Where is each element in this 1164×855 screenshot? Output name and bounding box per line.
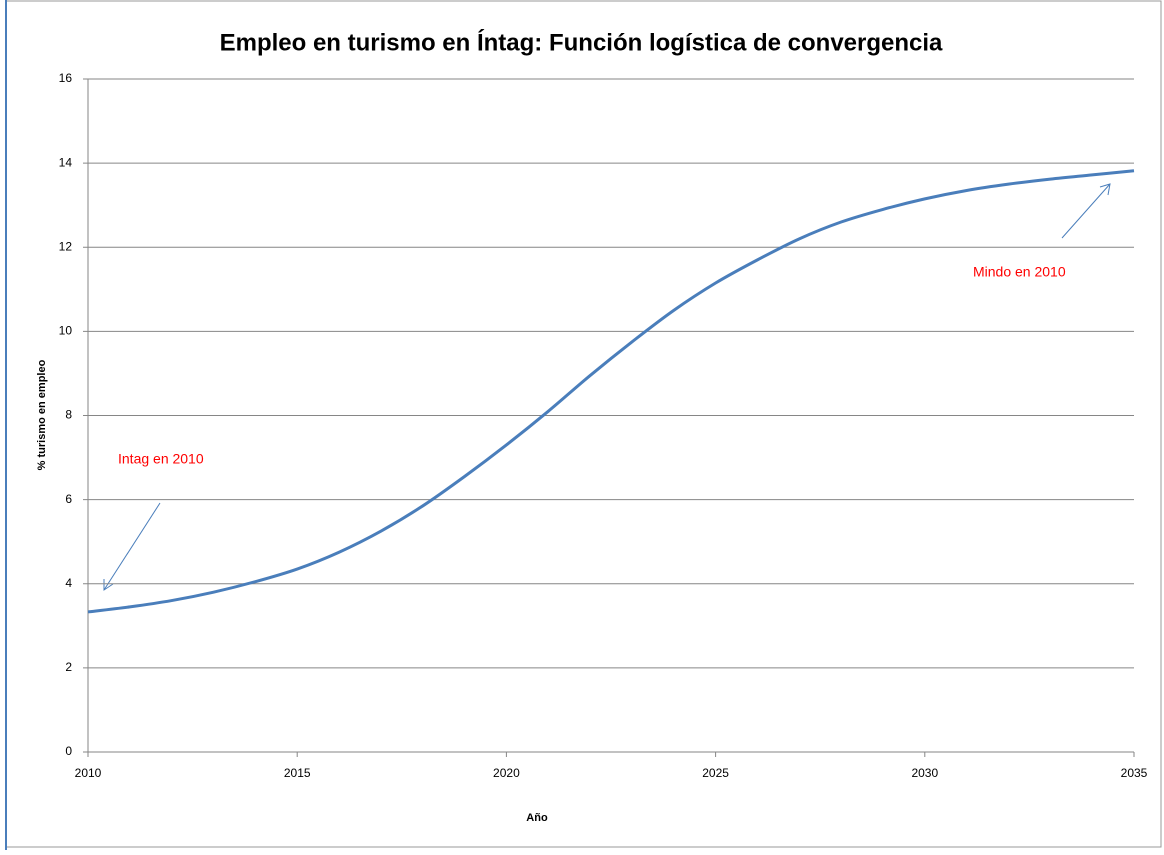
chart-frame: [5, 0, 1162, 848]
arrow: [1061, 183, 1111, 239]
x-tick-label: 2025: [702, 766, 729, 780]
x-tick-label: 2035: [1121, 766, 1148, 780]
annotation: Mindo en 2010: [973, 264, 1066, 280]
x-tick-label: 2020: [493, 766, 520, 780]
y-tick-label: 0: [65, 744, 72, 758]
y-tick-label: 2: [65, 660, 72, 674]
y-axis-label: % turismo en empleo: [36, 359, 48, 470]
arrowhead: [103, 579, 114, 591]
annotation-arrows: [103, 183, 1111, 591]
y-tick-label: 16: [59, 71, 73, 85]
x-tick-label: 2015: [284, 766, 311, 780]
x-axis-label: Año: [526, 812, 548, 824]
y-tick-label: 4: [65, 576, 72, 590]
x-tick-label: 2010: [75, 766, 102, 780]
y-tick-label: 12: [59, 239, 73, 253]
arrow: [103, 502, 161, 591]
data-line: [87, 169, 1135, 614]
chart-title: Empleo en turismo en Íntag: Función logí…: [220, 28, 943, 56]
annotation: Intag en 2010: [118, 451, 204, 467]
y-tick-label: 10: [59, 324, 73, 338]
y-tick-label: 6: [65, 492, 72, 506]
y-tick-label: 14: [59, 155, 73, 169]
arrowhead: [1099, 183, 1111, 196]
x-tick-label: 2030: [911, 766, 938, 780]
y-tick-label: 8: [65, 408, 72, 422]
